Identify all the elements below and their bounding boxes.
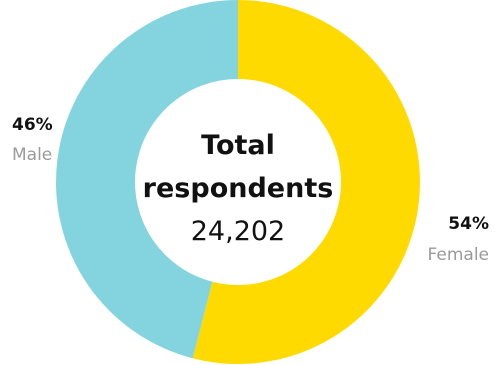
slice-male [55,0,238,359]
female-name-label: Female [428,245,489,265]
total-respondents-value: 24,202 [191,216,285,247]
donut-slices [55,0,420,364]
male-percent-label: 46% [12,115,53,135]
female-percent-label: 54% [448,214,489,234]
male-name-label: Male [12,145,52,165]
slice-female [192,0,420,364]
center-title-line-1: Total [201,130,275,161]
center-title-line-2: respondents [143,173,334,204]
